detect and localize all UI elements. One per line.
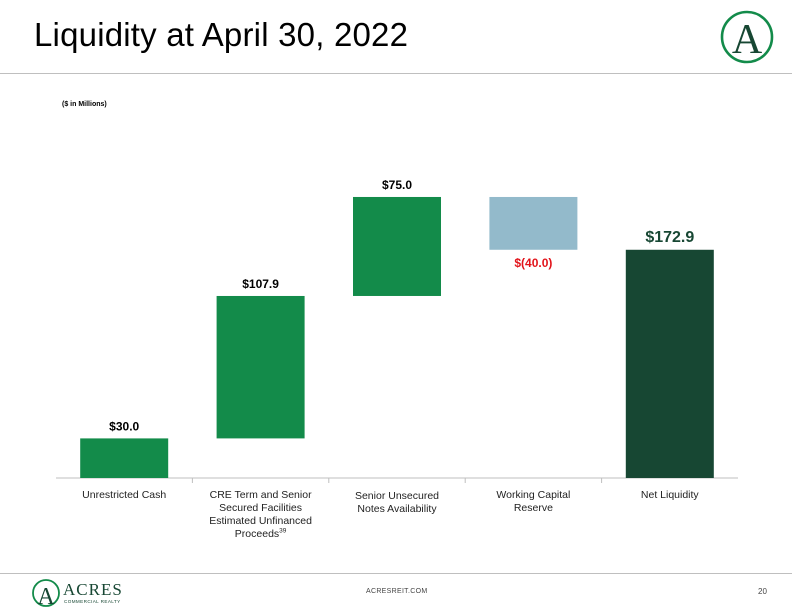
category-label-2: CRE Term and Senior Secured Facilities E…: [207, 489, 315, 541]
category-label-5: Net Liquidity: [610, 489, 730, 502]
category-label-text: CRE Term and Senior Secured Facilities E…: [209, 489, 312, 540]
page-number: 20: [758, 587, 767, 596]
acres-footer-logo: A ACRES COMMERCIAL REALTY: [32, 579, 123, 609]
footer-logo-name: ACRES: [63, 580, 123, 599]
category-label-1: Unrestricted Cash: [64, 489, 184, 502]
units-note: ($ in Millions): [62, 101, 107, 108]
bar-1: [80, 438, 169, 478]
bar-5: [625, 249, 714, 478]
category-label-text: Senior Unsecured Notes Availability: [354, 490, 440, 515]
data-label-2: $107.9: [242, 277, 279, 291]
acres-emblem-logo: A: [720, 10, 774, 64]
footer-logo-letter: A: [37, 584, 55, 609]
footer-logo-tagline: COMMERCIAL REALTY: [64, 599, 121, 604]
bar-3: [353, 196, 441, 296]
data-label-4: $(40.0): [514, 256, 552, 270]
header-divider: [0, 73, 792, 74]
data-label-1: $30.0: [109, 419, 139, 433]
category-label-4: Working Capital Reserve: [487, 489, 579, 515]
category-label-text: Net Liquidity: [640, 489, 699, 501]
bar-2: [216, 295, 305, 439]
category-label-text: Unrestricted Cash: [82, 489, 167, 501]
logo-letter: A: [732, 17, 763, 63]
data-label-5: $172.9: [645, 229, 694, 246]
footnote-marker: 39: [279, 527, 287, 535]
footer-divider: [0, 573, 792, 574]
data-label-3: $75.0: [382, 178, 412, 192]
category-label-3: Senior Unsecured Notes Availability: [351, 490, 443, 516]
footer-website: ACRESREIT.COM: [366, 588, 428, 595]
category-label-text: Working Capital Reserve: [496, 489, 571, 514]
page-title: Liquidity at April 30, 2022: [34, 16, 409, 53]
bar-4: [489, 196, 578, 250]
